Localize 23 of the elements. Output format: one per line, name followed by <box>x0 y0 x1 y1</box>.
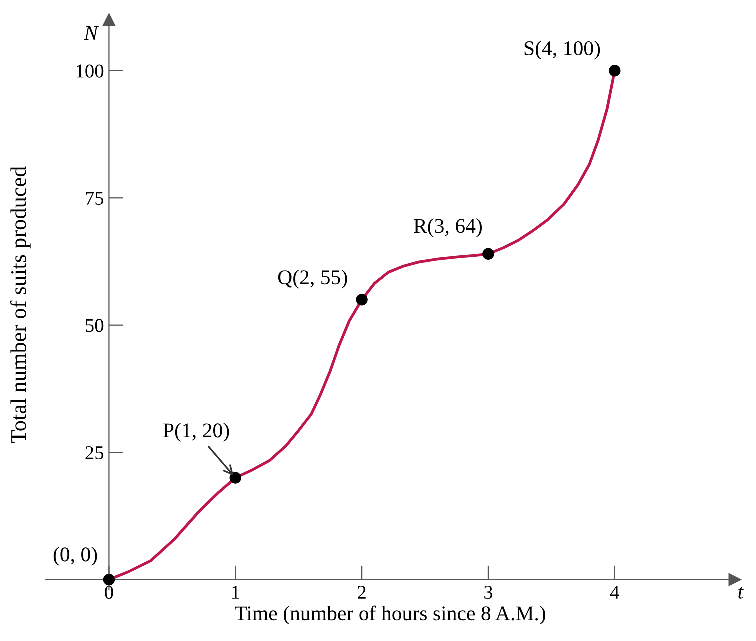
x-tick-label: 1 <box>232 586 240 599</box>
point <box>482 248 494 260</box>
x-tick-label: 3 <box>484 586 493 600</box>
annotation: R(3, 64) <box>414 218 482 238</box>
y-tick-label: 75 <box>86 192 104 206</box>
point <box>356 294 368 306</box>
y-tick-label: 100 <box>76 64 104 78</box>
annotation: Q(2, 55) <box>278 270 348 289</box>
y-tick-label: 25 <box>86 446 104 460</box>
point <box>103 574 116 586</box>
x-tick-label: 4 <box>610 586 620 599</box>
x-tick-label: 0 <box>105 586 114 600</box>
text: t <box>738 586 744 599</box>
annotation: N <box>84 26 100 40</box>
y-tick-label: 50 <box>86 319 104 332</box>
x-tick-label: 2 <box>358 586 366 599</box>
annotation: (0, 0) <box>54 547 98 566</box>
annotation: P(1, 20) <box>164 423 230 442</box>
annotation: S(4, 100) <box>524 40 600 60</box>
point <box>230 472 242 484</box>
x-axis-title: Time (number of hours since 8 A.M.) <box>235 606 546 625</box>
point <box>609 65 621 77</box>
y-axis-title: Total number of suits produced <box>10 166 31 444</box>
